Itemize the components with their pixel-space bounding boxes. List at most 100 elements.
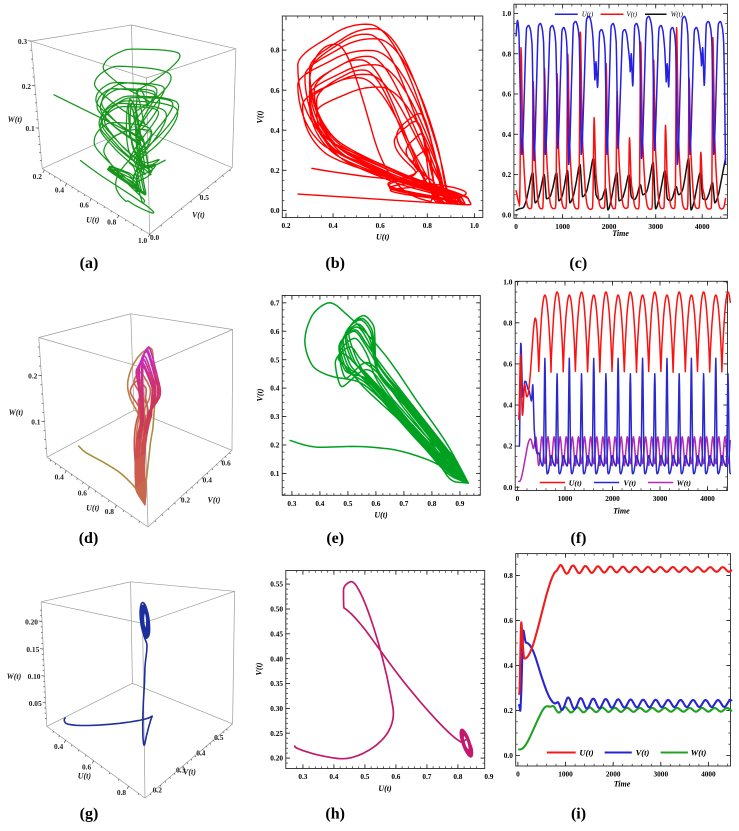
svg-text:Time: Time [612, 229, 629, 238]
svg-text:3000: 3000 [653, 494, 668, 503]
svg-text:V(t): V(t) [256, 388, 265, 401]
svg-text:W(t): W(t) [7, 672, 22, 681]
svg-text:U(t): U(t) [86, 216, 100, 225]
svg-text:V(t): V(t) [636, 748, 650, 758]
svg-text:0.9: 0.9 [455, 499, 464, 508]
svg-text:0.7: 0.7 [399, 499, 408, 508]
svg-text:4000: 4000 [701, 770, 716, 779]
svg-text:0.0: 0.0 [502, 211, 511, 220]
svg-text:U(t): U(t) [374, 511, 388, 520]
svg-text:U(t): U(t) [579, 748, 593, 758]
svg-text:0.4: 0.4 [55, 473, 65, 482]
svg-text:0.4: 0.4 [270, 384, 279, 393]
svg-text:0.20: 0.20 [270, 754, 283, 763]
svg-text:0.1: 0.1 [31, 418, 41, 427]
svg-text:0.3: 0.3 [270, 412, 279, 421]
svg-text:W(t): W(t) [9, 408, 24, 417]
svg-text:0.2: 0.2 [281, 221, 290, 230]
svg-text:(e): (e) [326, 530, 344, 547]
svg-text:0.4: 0.4 [502, 130, 511, 139]
svg-text:0.4: 0.4 [503, 401, 512, 410]
svg-text:U(t): U(t) [582, 11, 594, 18]
svg-text:0.25: 0.25 [270, 729, 283, 738]
svg-text:0.50: 0.50 [270, 605, 283, 614]
svg-text:0.4: 0.4 [203, 476, 213, 485]
svg-text:(b): (b) [325, 255, 345, 272]
svg-text:0.5: 0.5 [214, 733, 224, 742]
svg-text:W(t): W(t) [8, 115, 23, 124]
svg-text:W(t): W(t) [671, 11, 684, 18]
svg-text:V(t): V(t) [255, 662, 264, 675]
svg-text:0.9: 0.9 [484, 772, 493, 781]
svg-text:(i): (i) [571, 806, 586, 823]
svg-text:0.8: 0.8 [427, 499, 436, 508]
svg-text:0.6: 0.6 [270, 327, 279, 336]
svg-text:V(t): V(t) [183, 768, 196, 777]
svg-text:U(t): U(t) [86, 504, 100, 513]
svg-text:0.6: 0.6 [80, 201, 90, 210]
svg-text:0.8: 0.8 [105, 507, 115, 516]
svg-text:0.4: 0.4 [270, 126, 279, 135]
svg-text:0.1: 0.1 [25, 124, 35, 133]
svg-text:0.55: 0.55 [270, 580, 283, 589]
svg-text:0.2: 0.2 [270, 166, 279, 175]
svg-text:0.2: 0.2 [28, 372, 38, 381]
svg-text:0.0: 0.0 [270, 206, 279, 215]
svg-text:0.0: 0.0 [150, 233, 160, 242]
svg-text:(h): (h) [325, 806, 345, 823]
svg-text:0.2: 0.2 [504, 706, 513, 715]
svg-text:0.40: 0.40 [270, 654, 283, 663]
svg-text:0.6: 0.6 [376, 221, 385, 230]
svg-text:V(t): V(t) [624, 478, 637, 487]
svg-text:1.0: 1.0 [503, 277, 512, 286]
svg-text:0.30: 0.30 [270, 704, 283, 713]
svg-text:0.5: 0.5 [360, 772, 369, 781]
svg-text:0.8: 0.8 [453, 772, 462, 781]
svg-text:0.5: 0.5 [343, 499, 352, 508]
svg-text:(d): (d) [79, 530, 99, 547]
svg-text:0.1: 0.1 [270, 469, 279, 478]
svg-text:Time: Time [614, 779, 631, 788]
svg-text:0.3: 0.3 [18, 37, 28, 46]
svg-text:0.5: 0.5 [200, 193, 210, 202]
svg-text:0.8: 0.8 [270, 46, 279, 55]
svg-text:0.6: 0.6 [270, 86, 279, 95]
svg-text:0.4: 0.4 [504, 661, 513, 670]
svg-text:0.4: 0.4 [55, 186, 65, 195]
svg-text:0: 0 [514, 222, 518, 231]
svg-text:V(t): V(t) [192, 211, 205, 220]
svg-text:0.45: 0.45 [270, 629, 283, 638]
svg-text:2000: 2000 [605, 494, 620, 503]
svg-text:U(t): U(t) [78, 771, 92, 780]
svg-text:0.4: 0.4 [329, 772, 338, 781]
svg-text:V(t): V(t) [256, 110, 265, 123]
svg-text:0.8: 0.8 [117, 788, 127, 797]
svg-text:Time: Time [613, 507, 630, 516]
svg-text:0.8: 0.8 [107, 217, 117, 226]
svg-text:0.6: 0.6 [221, 458, 231, 467]
svg-text:0.4: 0.4 [54, 742, 64, 751]
svg-text:0.6: 0.6 [503, 360, 512, 369]
svg-text:0.3: 0.3 [298, 772, 307, 781]
svg-text:0.35: 0.35 [270, 679, 283, 688]
svg-text:U(t): U(t) [569, 478, 582, 487]
svg-text:1.0: 1.0 [138, 236, 148, 245]
svg-text:0.8: 0.8 [423, 221, 432, 230]
svg-text:0.4: 0.4 [196, 748, 206, 757]
svg-text:0.4: 0.4 [315, 499, 324, 508]
svg-text:0.6: 0.6 [502, 90, 511, 99]
svg-text:0.2: 0.2 [22, 82, 32, 91]
svg-text:U(t): U(t) [378, 784, 392, 793]
svg-text:0.8: 0.8 [504, 571, 513, 580]
svg-text:1.0: 1.0 [502, 9, 511, 18]
svg-text:0: 0 [516, 770, 520, 779]
svg-text:0.2: 0.2 [181, 495, 191, 504]
svg-text:1000: 1000 [555, 222, 570, 231]
svg-text:4000: 4000 [695, 222, 710, 231]
svg-text:U(t): U(t) [376, 233, 390, 242]
svg-text:0.5: 0.5 [270, 355, 279, 364]
svg-text:(f): (f) [571, 530, 587, 547]
svg-text:0.2: 0.2 [270, 441, 279, 450]
svg-text:0.6: 0.6 [371, 499, 380, 508]
svg-text:V(t): V(t) [627, 11, 638, 18]
